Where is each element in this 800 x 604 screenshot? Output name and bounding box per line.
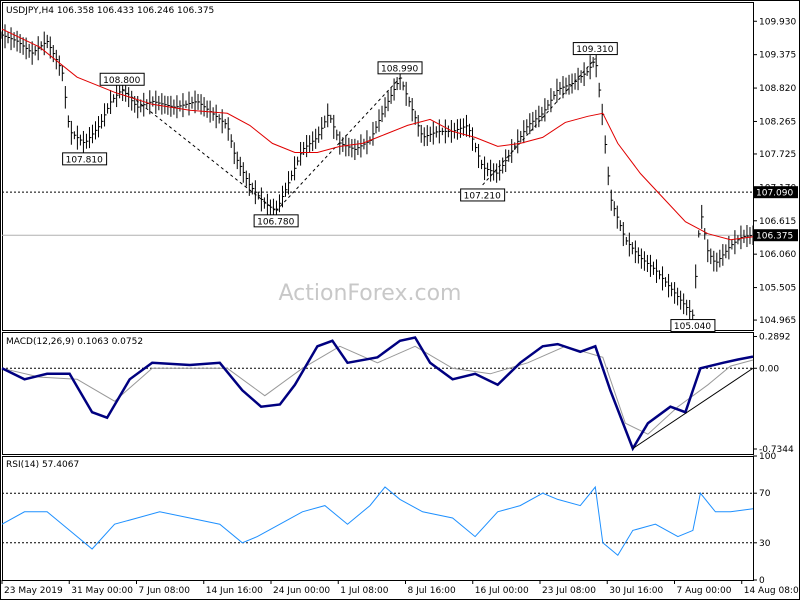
xtick-label: 24 Jun 00:00 bbox=[273, 586, 330, 596]
xtick-label: 14 Aug 08:00 bbox=[744, 586, 800, 596]
price-ytick-label: 105.505 bbox=[759, 284, 796, 294]
rsi-line bbox=[1, 485, 754, 556]
price-annotation-box bbox=[253, 214, 299, 228]
price-ytick-label: 108.820 bbox=[759, 84, 796, 94]
panel-border-2 bbox=[2, 456, 754, 581]
price-annotation-label: 107.810 bbox=[66, 155, 103, 165]
xtick-label: 8 Jul 16:00 bbox=[407, 586, 456, 596]
macd-ytick-label: 0.00 bbox=[759, 364, 779, 374]
xtick-label: 14 Jun 16:00 bbox=[206, 586, 263, 596]
trendline-up bbox=[275, 77, 401, 212]
macd-header: MACD(12,26,9) 0.1063 0.0752 bbox=[6, 337, 143, 347]
current-price-box bbox=[754, 229, 798, 242]
price-ytick-label: 107.725 bbox=[759, 150, 796, 160]
price-annotation-box bbox=[377, 61, 423, 75]
rsi-ytick-label: 70 bbox=[759, 489, 771, 499]
price-annotation-box bbox=[670, 319, 716, 333]
price-annotation-box bbox=[572, 42, 618, 56]
price-annotation-box bbox=[460, 188, 506, 202]
xtick-label: 7 Aug 00:00 bbox=[676, 586, 731, 596]
rsi-ytick-label: 0 bbox=[759, 576, 765, 586]
moving-average-line bbox=[1, 28, 754, 241]
trendline-down bbox=[121, 88, 277, 212]
current-price-label: 106.375 bbox=[756, 232, 793, 242]
watermark: ActionForex.com bbox=[279, 281, 462, 306]
rsi-header: RSI(14) 57.4067 bbox=[6, 460, 79, 470]
price-ytick-label: 106.615 bbox=[759, 217, 796, 227]
price-annotation-label: 109.310 bbox=[576, 45, 613, 55]
level-price-box bbox=[754, 186, 798, 199]
price-annotation-label: 108.990 bbox=[381, 64, 418, 74]
level-price-label: 107.090 bbox=[756, 189, 793, 199]
rsi-ytick-label: 30 bbox=[759, 539, 771, 549]
price-annotation-label: 107.210 bbox=[464, 191, 501, 201]
xtick-label: 1 Jul 08:00 bbox=[340, 586, 389, 596]
price-ytick-label: 109.930 bbox=[759, 17, 796, 27]
macd-ytick-label: -0.7344 bbox=[759, 445, 794, 455]
macd-ytick-label: 0.2892 bbox=[759, 332, 791, 342]
rsi-ytick-label: 100 bbox=[759, 452, 776, 462]
price-header: USDJPY,H4 106.358 106.433 106.246 106.37… bbox=[6, 6, 214, 16]
xtick-label: 23 Jul 08:00 bbox=[542, 586, 596, 596]
macd-trendline bbox=[632, 367, 754, 449]
macd-line bbox=[1, 336, 754, 452]
xtick-label: 31 May 00:00 bbox=[71, 586, 133, 596]
price-annotation-box bbox=[62, 152, 108, 166]
panel-border-1 bbox=[2, 332, 754, 455]
macd-signal-line bbox=[1, 345, 754, 435]
price-annotation-label: 106.780 bbox=[257, 217, 294, 227]
price-annotation-label: 105.040 bbox=[674, 322, 711, 332]
price-ytick-label: 106.060 bbox=[759, 250, 796, 260]
price-bars bbox=[1, 24, 755, 323]
xtick-label: 23 May 2019 bbox=[4, 586, 63, 596]
price-annotation-label: 108.800 bbox=[103, 76, 140, 86]
price-ytick-label: 108.265 bbox=[759, 117, 796, 127]
price-ytick-label: 104.965 bbox=[759, 316, 796, 326]
price-ytick-label: 109.375 bbox=[759, 51, 796, 61]
xtick-label: 16 Jul 00:00 bbox=[475, 586, 529, 596]
panel-border-0 bbox=[2, 2, 754, 331]
xtick-label: 30 Jul 16:00 bbox=[609, 586, 663, 596]
price-annotation-box bbox=[99, 72, 145, 86]
xtick-label: 7 Jun 08:00 bbox=[138, 586, 190, 596]
